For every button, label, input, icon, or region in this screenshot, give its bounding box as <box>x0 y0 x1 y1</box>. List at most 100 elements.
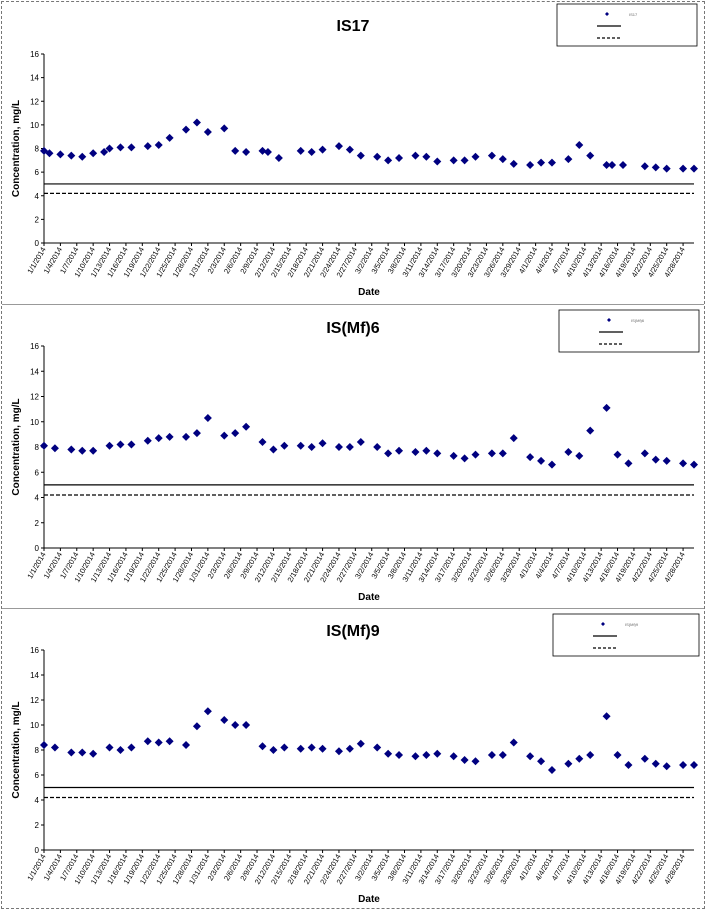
data-point <box>318 145 327 154</box>
data-point <box>411 448 420 457</box>
data-point <box>624 459 633 468</box>
data-point <box>143 737 152 746</box>
data-point <box>509 738 518 747</box>
data-point <box>618 161 627 170</box>
data-point <box>307 443 316 451</box>
data-point <box>449 451 458 460</box>
legend-label: IS(Mf)6 <box>631 318 645 323</box>
data-point <box>662 456 671 465</box>
y-tick-label: 10 <box>30 121 39 130</box>
data-point <box>564 759 573 768</box>
data-point <box>449 752 458 761</box>
y-axis-label: Concentration, mg/L <box>11 701 22 798</box>
x-axis-label: Date <box>358 287 380 298</box>
legend-marker <box>605 12 609 16</box>
data-point <box>78 748 87 757</box>
data-point <box>116 440 125 449</box>
data-point <box>165 737 174 746</box>
data-point <box>395 751 404 759</box>
y-tick-label: 14 <box>30 671 39 680</box>
data-point <box>395 446 404 455</box>
data-point <box>373 152 382 161</box>
data-point <box>56 150 65 159</box>
y-tick-label: 10 <box>30 418 39 427</box>
data-point <box>334 443 343 451</box>
y-tick-label: 6 <box>35 771 40 780</box>
data-point <box>640 449 649 458</box>
data-point <box>651 759 660 768</box>
data-point <box>449 156 458 165</box>
data-point <box>384 449 393 458</box>
data-point <box>471 152 480 161</box>
data-point <box>269 445 278 454</box>
data-point <box>433 157 442 166</box>
data-point <box>296 146 305 155</box>
data-point <box>460 156 469 165</box>
data-point <box>640 162 649 171</box>
y-tick-label: 0 <box>35 239 40 248</box>
y-tick-label: 12 <box>30 393 39 402</box>
y-tick-label: 4 <box>35 494 40 503</box>
data-point <box>586 751 595 759</box>
data-point <box>165 133 174 142</box>
y-tick-label: 8 <box>35 746 40 755</box>
data-point <box>334 747 343 756</box>
data-point <box>602 403 611 412</box>
data-point <box>296 744 305 753</box>
y-tick-label: 6 <box>35 168 40 177</box>
data-point <box>220 124 229 133</box>
data-point <box>547 158 556 167</box>
data-point <box>460 756 469 764</box>
data-point <box>40 441 48 450</box>
data-point <box>690 761 698 769</box>
data-point <box>487 449 496 458</box>
data-point <box>220 716 229 724</box>
y-tick-label: 8 <box>35 145 40 154</box>
data-point <box>105 441 114 450</box>
data-point <box>116 746 125 754</box>
data-point <box>67 445 76 454</box>
y-tick-label: 14 <box>30 74 39 83</box>
data-point <box>345 145 354 154</box>
data-point <box>624 761 633 769</box>
data-point <box>89 149 98 158</box>
data-point <box>586 426 595 435</box>
y-axis-label: Concentration, mg/L <box>11 398 22 495</box>
data-point <box>537 158 546 167</box>
data-point <box>318 744 327 753</box>
y-tick-label: 2 <box>35 821 40 830</box>
y-tick-label: 2 <box>35 215 40 224</box>
data-point <box>373 743 382 752</box>
chart-panel-is-mf6: IS(Mf)6 0 2 4 6 8 10 12 14 16 Concentration, mg/L 1… <box>2 306 704 606</box>
data-point <box>192 118 201 127</box>
data-point <box>526 161 535 170</box>
data-point <box>356 437 365 446</box>
data-point <box>203 707 212 716</box>
data-point <box>411 151 420 160</box>
data-point <box>460 454 469 463</box>
data-point <box>182 432 191 441</box>
data-point <box>50 743 59 752</box>
y-tick-label: 2 <box>35 519 40 528</box>
data-point <box>143 142 152 151</box>
data-point <box>384 156 393 165</box>
data-point <box>690 164 698 173</box>
data-point <box>231 429 240 438</box>
data-point <box>345 443 354 451</box>
data-point <box>67 151 76 160</box>
data-point <box>547 766 556 774</box>
data-point <box>373 443 382 451</box>
data-point <box>274 153 283 162</box>
data-point <box>192 722 201 731</box>
data-point <box>143 436 152 445</box>
data-point <box>537 456 546 465</box>
data-point <box>307 148 316 157</box>
data-point <box>526 453 535 462</box>
y-tick-label: 0 <box>35 846 40 855</box>
data-point <box>395 153 404 162</box>
data-point <box>526 752 535 761</box>
data-point <box>89 749 98 758</box>
y-axis-label: Concentration, mg/L <box>11 100 22 197</box>
